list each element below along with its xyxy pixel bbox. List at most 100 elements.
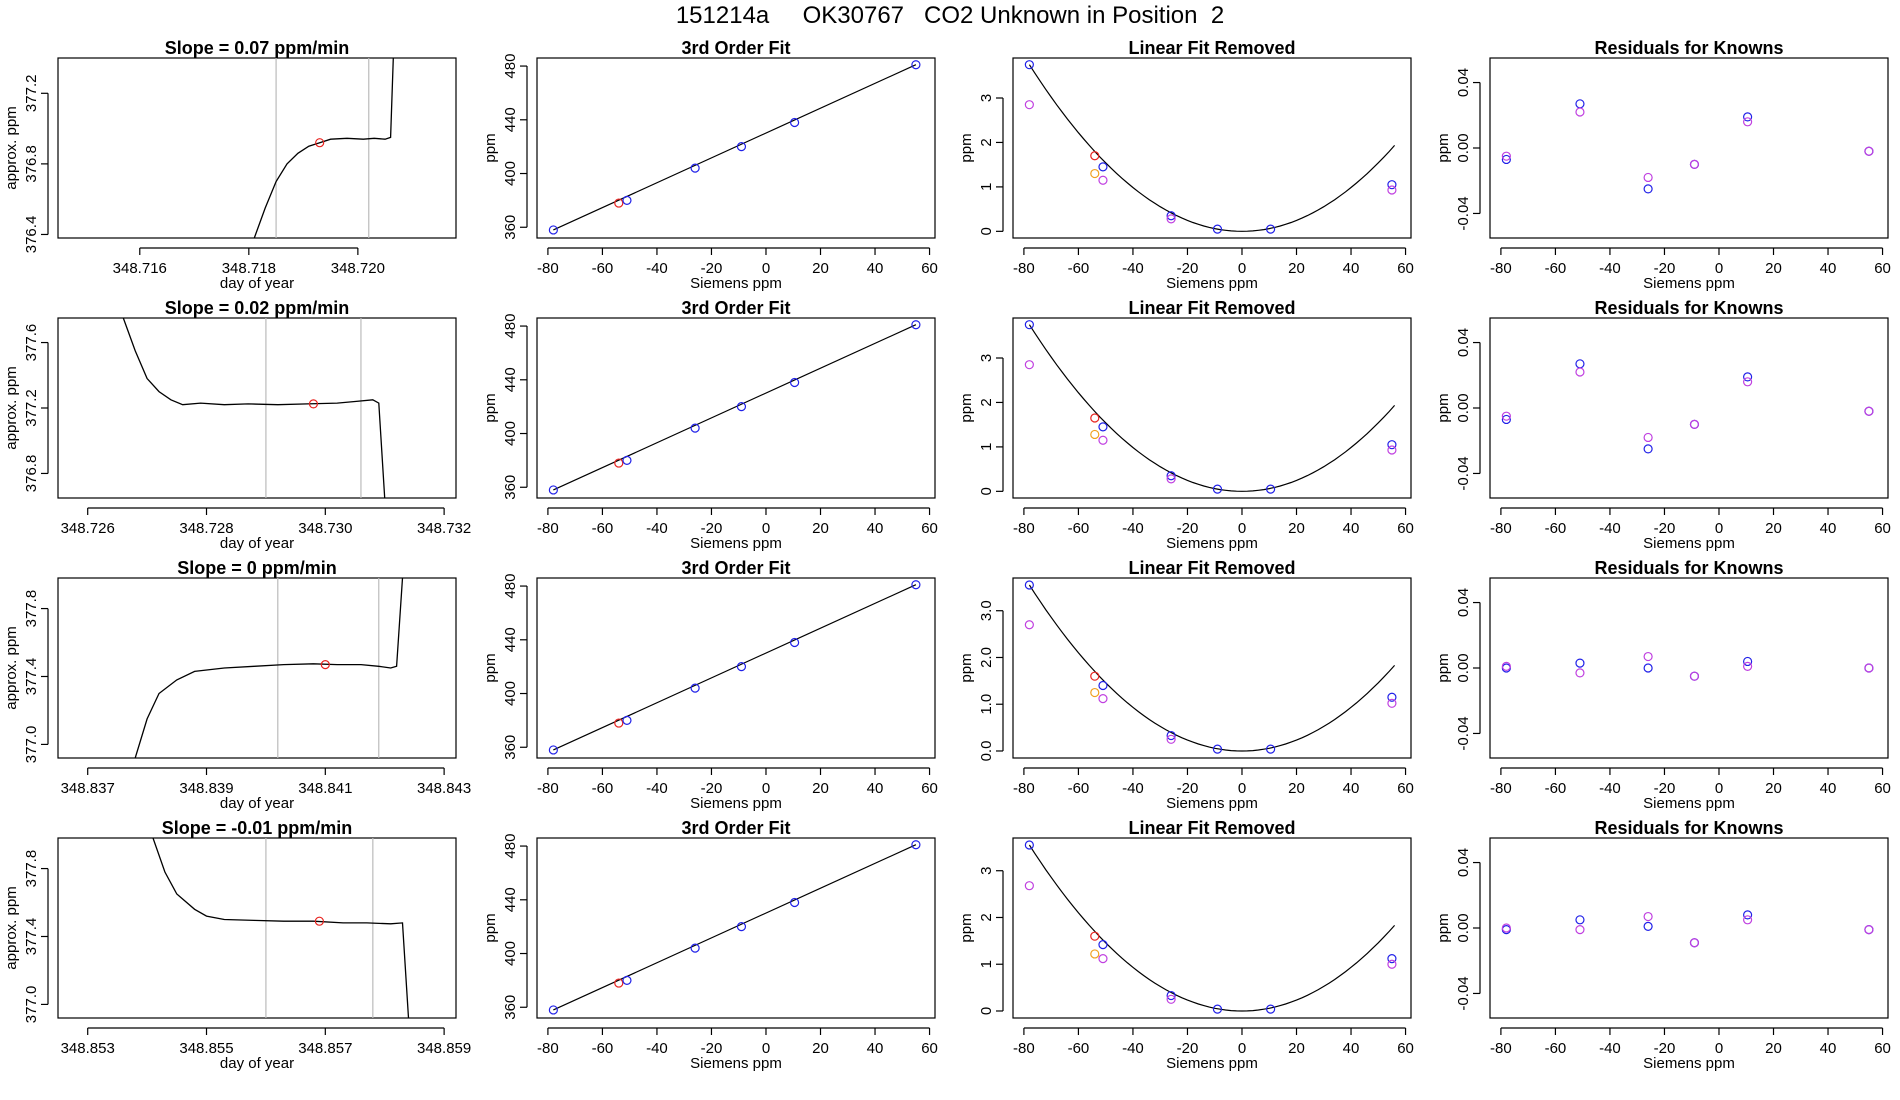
fit-line bbox=[553, 64, 917, 231]
x-tick-label: 348.841 bbox=[298, 780, 352, 797]
panel-title: Slope = 0 ppm/min bbox=[177, 558, 337, 578]
y-tick-label: 360 bbox=[502, 475, 519, 500]
chart-panel-5: 3rd Order Fit -80 -60 -40 -20 0 20 40 60 Siemens … bbox=[482, 298, 938, 552]
data-point-magenta bbox=[1387, 959, 1397, 969]
data-point-red bbox=[1090, 671, 1100, 681]
x-tick-label: -80 bbox=[537, 260, 559, 277]
panel-title: Residuals for Knowns bbox=[1594, 818, 1783, 838]
x-tick-label: -40 bbox=[1122, 780, 1144, 797]
data-point-red bbox=[1090, 151, 1100, 161]
data-point-blue bbox=[1166, 211, 1176, 221]
data-point-blue bbox=[1743, 910, 1753, 920]
x-tick-label: 20 bbox=[1288, 1040, 1305, 1057]
y-tick-label: 480 bbox=[502, 574, 519, 599]
x-tick-label: 40 bbox=[867, 520, 884, 537]
x-tick-label: -40 bbox=[1122, 1040, 1144, 1057]
data-point-blue bbox=[1266, 744, 1276, 754]
data-point-blue bbox=[1643, 184, 1653, 194]
data-point-red bbox=[614, 718, 624, 728]
x-tick-label: 348.839 bbox=[179, 780, 233, 797]
y-tick-label: 376.8 bbox=[23, 145, 40, 183]
y-tick-label: 377.8 bbox=[23, 850, 40, 888]
y-tick-label: 2.0 bbox=[978, 647, 995, 668]
x-axis-label: day of year bbox=[220, 1055, 294, 1072]
x-tick-label: -80 bbox=[1490, 780, 1512, 797]
y-axis-label: ppm bbox=[482, 653, 499, 682]
x-tick-label: 20 bbox=[1765, 780, 1782, 797]
x-tick-label: -80 bbox=[537, 780, 559, 797]
x-axis-label: Siemens ppm bbox=[1643, 275, 1735, 292]
chart-panel-0: Slope = 0.07 ppm/min 348.716 348.718 348.72… bbox=[3, 38, 457, 292]
data-point-magenta bbox=[1387, 185, 1397, 195]
x-tick-label: 40 bbox=[867, 260, 884, 277]
x-tick-label: 20 bbox=[812, 520, 829, 537]
y-tick-label: 0 bbox=[978, 487, 995, 495]
chart-panel-4: Slope = 0.02 ppm/min 348.726 348.728 348.73… bbox=[3, 298, 471, 552]
data-point-blue bbox=[1166, 730, 1176, 741]
x-axis-label: Siemens ppm bbox=[1643, 795, 1735, 812]
data-point-blue bbox=[1743, 656, 1753, 667]
x-tick-label: 0 bbox=[1715, 780, 1723, 797]
x-tick-label: 20 bbox=[1765, 520, 1782, 537]
y-tick-label: -0.04 bbox=[1455, 976, 1472, 1010]
x-axis-label: day of year bbox=[220, 795, 294, 812]
data-point-blue bbox=[1212, 744, 1223, 754]
panel-title: 3rd Order Fit bbox=[681, 298, 790, 318]
y-axis-label: approx. ppm bbox=[3, 626, 20, 709]
y-axis-label: approx. ppm bbox=[3, 366, 20, 449]
x-tick-label: -80 bbox=[1013, 260, 1035, 277]
data-point-blue bbox=[911, 840, 921, 850]
plot-frame bbox=[1012, 57, 1412, 239]
x-tick-label: 348.857 bbox=[298, 1040, 352, 1057]
x-tick-label: 60 bbox=[1397, 260, 1414, 277]
x-tick-label: 0 bbox=[1715, 520, 1723, 537]
x-axis-label: Siemens ppm bbox=[1166, 275, 1258, 292]
fit-curve bbox=[1028, 584, 1396, 752]
x-tick-label: 20 bbox=[812, 1040, 829, 1057]
plot-frame bbox=[536, 57, 936, 239]
data-point-blue bbox=[790, 897, 800, 908]
chart-panel-3: Residuals for Knowns -80 -60 -40 -20 0 20 40 60 S… bbox=[1435, 38, 1891, 292]
chart-panel-7: Residuals for Knowns -80 -60 -40 -20 0 20 40 60 S… bbox=[1435, 298, 1891, 552]
x-tick-label: -20 bbox=[1177, 1040, 1199, 1057]
sample-point bbox=[315, 138, 325, 148]
x-tick-label: 348.726 bbox=[61, 520, 115, 537]
data-point-blue bbox=[1387, 954, 1397, 964]
y-tick-label: 400 bbox=[502, 161, 519, 186]
chart-panel-6: Linear Fit Removed-80 -60 -40 -20 0 20 40 60Sie… bbox=[958, 298, 1414, 552]
x-tick-label: -60 bbox=[592, 1040, 614, 1057]
data-point-red bbox=[614, 198, 624, 208]
x-tick-label: -20 bbox=[1654, 1040, 1676, 1057]
panel-title: 3rd Order Fit bbox=[681, 38, 790, 58]
chart-panel-2: Linear Fit Removed-80 -60 -40 -20 0 20 40 60Sie… bbox=[958, 38, 1414, 292]
panel-title: Residuals for Knowns bbox=[1594, 298, 1783, 318]
x-tick-label: 348.716 bbox=[113, 260, 167, 277]
y-tick-label: 480 bbox=[502, 834, 519, 859]
y-tick-label: 480 bbox=[502, 54, 519, 79]
data-point-blue bbox=[790, 377, 800, 388]
x-tick-label: 20 bbox=[1765, 260, 1782, 277]
plot-frame bbox=[1012, 317, 1412, 499]
x-tick-label: -80 bbox=[537, 520, 559, 537]
x-tick-label: -60 bbox=[1068, 520, 1090, 537]
y-tick-label: 440 bbox=[502, 627, 519, 652]
data-point-blue bbox=[790, 637, 800, 648]
data-point-magenta bbox=[1643, 432, 1653, 443]
y-tick-label: 3 bbox=[978, 867, 995, 875]
y-tick-label: 376.8 bbox=[23, 455, 40, 493]
y-tick-label: 400 bbox=[502, 681, 519, 706]
x-tick-label: -60 bbox=[1068, 1040, 1090, 1057]
x-tick-label: -80 bbox=[1490, 260, 1512, 277]
y-tick-label: 440 bbox=[502, 367, 519, 392]
y-tick-label: 360 bbox=[502, 995, 519, 1020]
data-point-magenta bbox=[1387, 445, 1397, 455]
data-point-magenta bbox=[1643, 911, 1653, 922]
panel-title: Linear Fit Removed bbox=[1128, 558, 1295, 578]
y-tick-label: 0.04 bbox=[1455, 848, 1472, 877]
data-point-blue bbox=[1212, 1004, 1223, 1014]
x-tick-label: 60 bbox=[1874, 260, 1891, 277]
data-point-magenta bbox=[1501, 661, 1511, 671]
x-tick-label: 40 bbox=[1820, 260, 1837, 277]
y-axis-label: ppm bbox=[1435, 133, 1452, 162]
data-point-magenta bbox=[1864, 925, 1874, 935]
